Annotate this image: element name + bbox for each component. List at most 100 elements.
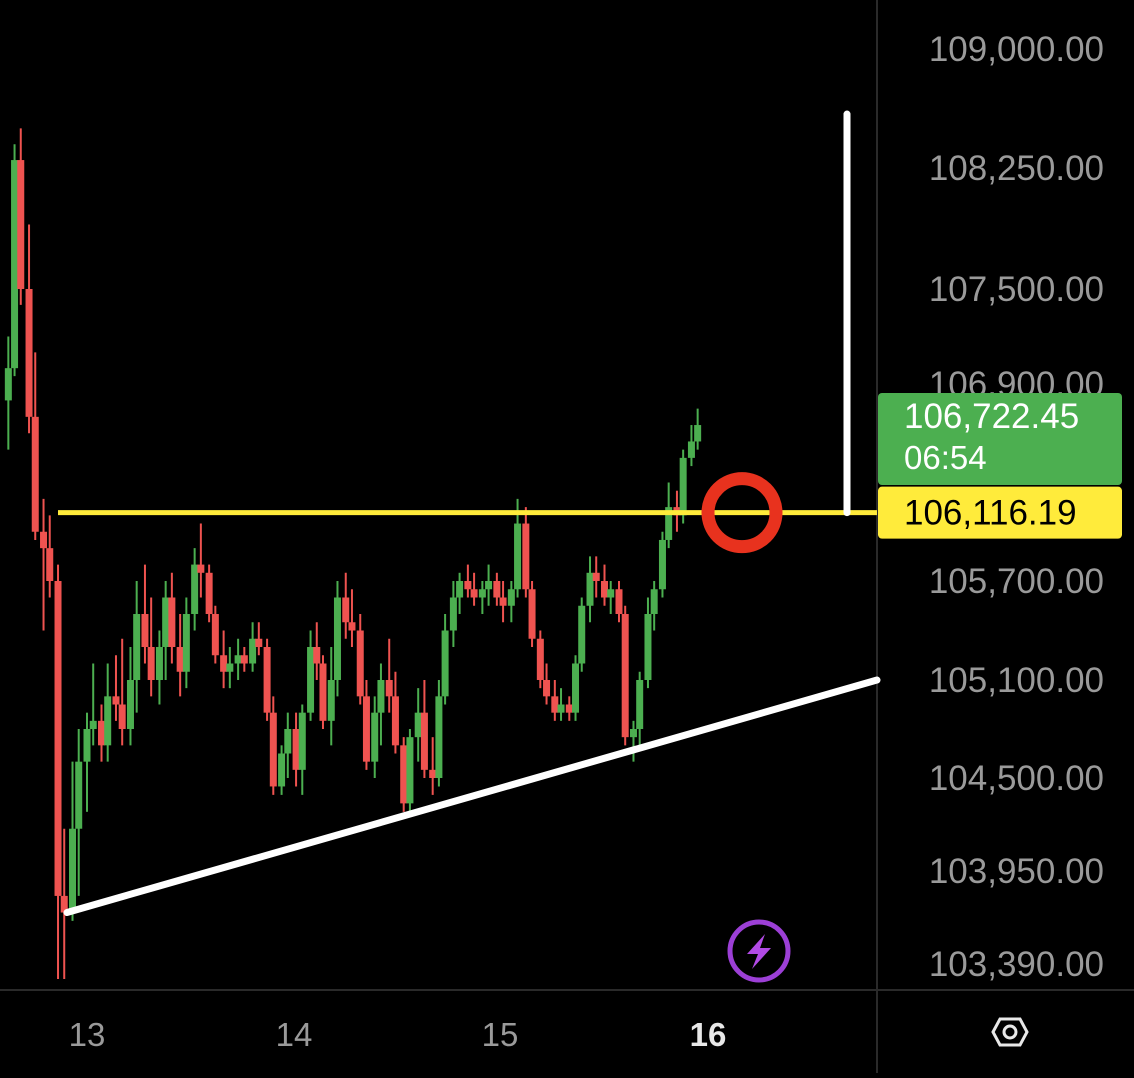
candle-68 [493, 572, 501, 606]
candle-11 [83, 712, 91, 812]
candle-8 [60, 828, 68, 979]
candle-35 [255, 622, 263, 656]
candle-55 [400, 737, 408, 812]
candle-47 [342, 572, 350, 639]
candle-64 [464, 564, 472, 598]
price-tick-label: 105,700.00 [929, 562, 1104, 601]
candle-84 [607, 581, 615, 614]
candle-36 [263, 638, 271, 721]
price-tick-label: 109,000.00 [929, 30, 1104, 69]
price-tick-label: 103,390.00 [929, 945, 1104, 984]
candle-12 [89, 663, 97, 746]
settings-icon[interactable] [991, 1017, 1029, 1047]
candle-26 [191, 548, 199, 631]
candle-88 [636, 671, 644, 746]
time-tick-label: 16 [690, 1016, 727, 1053]
candle-28 [205, 564, 213, 623]
candle-73 [528, 581, 536, 647]
candle-83 [601, 564, 608, 606]
candle-9 [69, 761, 77, 921]
candle-57 [414, 688, 422, 762]
line-price-badge[interactable]: 106,116.19 [878, 486, 1122, 539]
candle-18 [133, 581, 141, 713]
candle-38 [278, 745, 286, 795]
candle-39 [284, 712, 292, 778]
candle-63 [456, 572, 464, 614]
candle-70 [507, 581, 515, 623]
candle-96 [694, 408, 702, 450]
candle-37 [269, 696, 277, 795]
candle-40 [292, 712, 300, 787]
candle-14 [104, 663, 112, 762]
candle-59 [429, 737, 437, 795]
time-tick-label: 14 [276, 1016, 313, 1053]
candle-61 [441, 614, 449, 705]
candle-62 [449, 581, 457, 647]
price-axis[interactable]: 109,000.00108,250.00107,500.00106,900.00… [878, 30, 1122, 984]
candle-44 [319, 655, 327, 729]
lightning-icon[interactable] [727, 919, 791, 983]
candle-76 [551, 680, 559, 721]
candle-43 [313, 622, 321, 680]
candle-71 [514, 498, 522, 598]
candle-4 [31, 352, 39, 540]
candle-56 [406, 729, 414, 812]
candle-51 [371, 696, 379, 778]
candle-90 [650, 581, 658, 631]
candle-75 [543, 663, 551, 705]
candle-52 [377, 663, 385, 746]
candle-21 [155, 630, 163, 705]
candle-41 [298, 704, 306, 795]
candle-15 [112, 655, 120, 721]
drawings-layer [58, 110, 881, 917]
candle-6 [46, 515, 54, 598]
support-trend-line[interactable] [63, 676, 881, 917]
candle-54 [391, 671, 399, 754]
candle-78 [565, 696, 573, 721]
candle-77 [557, 688, 565, 721]
candle-92 [665, 482, 673, 549]
candle-85 [615, 581, 623, 623]
current-price-value: 106,722.45 [904, 397, 1079, 436]
candle-7 [54, 564, 62, 979]
candle-49 [356, 614, 364, 705]
price-tick-label: 104,500.00 [929, 759, 1104, 798]
candle-81 [586, 556, 594, 623]
chart-widgets [727, 919, 1029, 1047]
candle-80 [578, 597, 586, 672]
candle-16 [118, 638, 126, 746]
bar-countdown: 06:54 [904, 439, 987, 476]
candle-53 [385, 638, 393, 713]
candle-0 [4, 336, 12, 450]
price-tick-label: 107,500.00 [929, 270, 1104, 309]
candle-5 [40, 498, 48, 631]
candle-10 [75, 729, 83, 896]
candle-69 [499, 581, 507, 623]
candle-31 [226, 647, 234, 689]
candle-3 [25, 224, 33, 434]
candle-66 [478, 581, 486, 614]
breakout-marker[interactable] [701, 472, 783, 554]
candle-22 [162, 581, 170, 680]
candles-layer [4, 128, 702, 979]
candle-19 [141, 564, 149, 664]
candle-87 [629, 720, 637, 762]
candle-27 [197, 523, 205, 598]
candle-82 [592, 556, 600, 598]
candle-13 [97, 704, 105, 762]
candle-23 [168, 572, 176, 664]
candle-2 [17, 128, 25, 305]
candle-17 [126, 647, 134, 746]
price-tick-label: 103,950.00 [929, 852, 1104, 891]
candle-60 [435, 680, 443, 787]
candle-86 [621, 605, 629, 746]
time-tick-label: 13 [69, 1016, 106, 1053]
price-tick-label: 105,100.00 [929, 661, 1104, 700]
candle-67 [485, 564, 493, 606]
candle-24 [176, 614, 184, 697]
candle-79 [572, 655, 580, 721]
time-axis[interactable]: 13 14 15 16 [69, 1016, 727, 1053]
